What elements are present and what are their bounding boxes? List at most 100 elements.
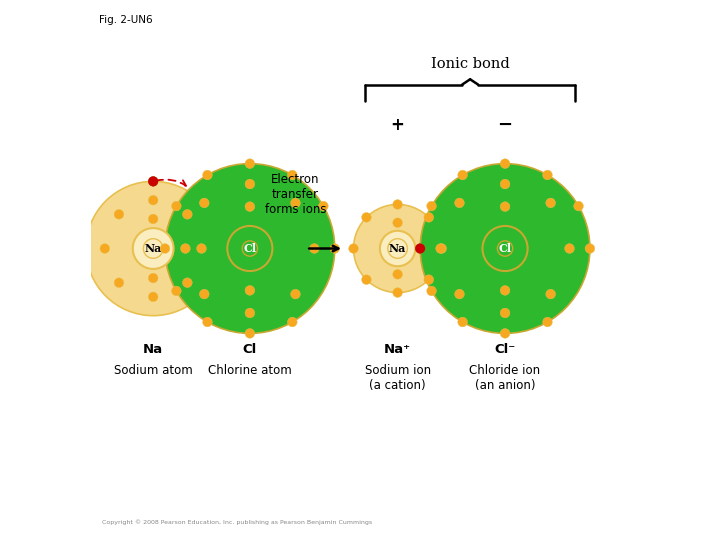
Text: Cl: Cl — [243, 243, 256, 254]
Circle shape — [202, 317, 212, 327]
Circle shape — [482, 226, 528, 271]
Text: Na: Na — [145, 243, 162, 254]
Circle shape — [543, 317, 552, 327]
Circle shape — [199, 198, 209, 208]
Circle shape — [171, 286, 181, 296]
Circle shape — [114, 210, 124, 219]
Circle shape — [183, 278, 192, 287]
Circle shape — [291, 198, 300, 208]
Circle shape — [454, 289, 464, 299]
Circle shape — [546, 198, 555, 208]
Circle shape — [393, 200, 402, 210]
Text: Cl⁻: Cl⁻ — [495, 342, 516, 355]
Circle shape — [148, 273, 158, 283]
Circle shape — [199, 289, 209, 299]
Circle shape — [564, 244, 575, 253]
Circle shape — [100, 244, 109, 253]
Circle shape — [361, 213, 372, 222]
Circle shape — [330, 244, 340, 253]
Text: Chlorine atom: Chlorine atom — [208, 364, 292, 377]
Circle shape — [114, 278, 124, 287]
Circle shape — [105, 200, 202, 297]
Circle shape — [436, 244, 446, 253]
Circle shape — [132, 228, 174, 269]
Circle shape — [291, 289, 300, 299]
Circle shape — [458, 170, 467, 180]
Circle shape — [415, 244, 425, 253]
Circle shape — [424, 275, 433, 285]
Circle shape — [354, 205, 441, 293]
Circle shape — [393, 288, 402, 298]
Circle shape — [171, 201, 181, 211]
Circle shape — [160, 244, 170, 253]
Circle shape — [310, 244, 319, 253]
Circle shape — [245, 202, 255, 212]
Circle shape — [441, 184, 570, 313]
Text: Ionic bond: Ionic bond — [431, 57, 510, 71]
Circle shape — [500, 286, 510, 295]
Circle shape — [454, 198, 464, 208]
Text: Cl: Cl — [243, 342, 257, 355]
Text: Electron
transfer
forms ions: Electron transfer forms ions — [265, 173, 326, 217]
Circle shape — [372, 222, 423, 274]
Circle shape — [546, 289, 555, 299]
Circle shape — [245, 179, 255, 189]
Circle shape — [148, 292, 158, 302]
Circle shape — [183, 210, 192, 219]
Circle shape — [197, 244, 207, 253]
Circle shape — [427, 286, 436, 296]
Circle shape — [437, 244, 446, 253]
Circle shape — [245, 308, 255, 318]
Circle shape — [361, 275, 372, 285]
Text: Na: Na — [143, 342, 163, 355]
Circle shape — [287, 317, 297, 327]
Circle shape — [393, 218, 402, 227]
Circle shape — [380, 231, 415, 266]
Circle shape — [585, 244, 595, 253]
Text: −: − — [498, 116, 513, 134]
Circle shape — [186, 184, 315, 313]
Circle shape — [420, 164, 590, 333]
Text: Chloride ion
(an anion): Chloride ion (an anion) — [469, 364, 541, 392]
Circle shape — [415, 244, 425, 253]
Text: +: + — [391, 116, 405, 134]
Text: Sodium atom: Sodium atom — [114, 364, 192, 377]
Circle shape — [148, 214, 158, 224]
Text: Sodium ion
(a cation): Sodium ion (a cation) — [364, 364, 431, 392]
Circle shape — [463, 207, 547, 291]
Circle shape — [458, 317, 467, 327]
Text: Na: Na — [389, 243, 406, 254]
Circle shape — [228, 226, 272, 271]
Circle shape — [500, 308, 510, 318]
Circle shape — [148, 177, 158, 186]
Circle shape — [500, 328, 510, 338]
Circle shape — [574, 201, 583, 211]
Circle shape — [245, 328, 255, 338]
Circle shape — [202, 170, 212, 180]
FancyArrowPatch shape — [156, 180, 186, 186]
Circle shape — [482, 226, 528, 271]
Text: Cl: Cl — [498, 243, 512, 254]
Text: Copyright © 2008 Pearson Education, Inc. publishing as Pearson Benjamin Cummings: Copyright © 2008 Pearson Education, Inc.… — [102, 519, 372, 525]
Circle shape — [228, 226, 272, 271]
Circle shape — [500, 202, 510, 212]
Circle shape — [165, 164, 335, 333]
Circle shape — [287, 170, 297, 180]
Circle shape — [393, 269, 402, 279]
Circle shape — [181, 244, 190, 253]
Circle shape — [318, 201, 328, 211]
Text: Fig. 2-UN6: Fig. 2-UN6 — [99, 15, 153, 25]
Circle shape — [500, 179, 510, 189]
Circle shape — [148, 177, 158, 186]
Circle shape — [348, 244, 359, 253]
Circle shape — [427, 201, 436, 211]
Circle shape — [124, 219, 183, 278]
Circle shape — [148, 195, 158, 205]
Circle shape — [500, 159, 510, 168]
Circle shape — [86, 181, 220, 316]
Circle shape — [543, 170, 552, 180]
Circle shape — [208, 207, 292, 291]
Circle shape — [245, 159, 255, 168]
Circle shape — [245, 286, 255, 295]
Text: Na⁺: Na⁺ — [384, 342, 411, 355]
